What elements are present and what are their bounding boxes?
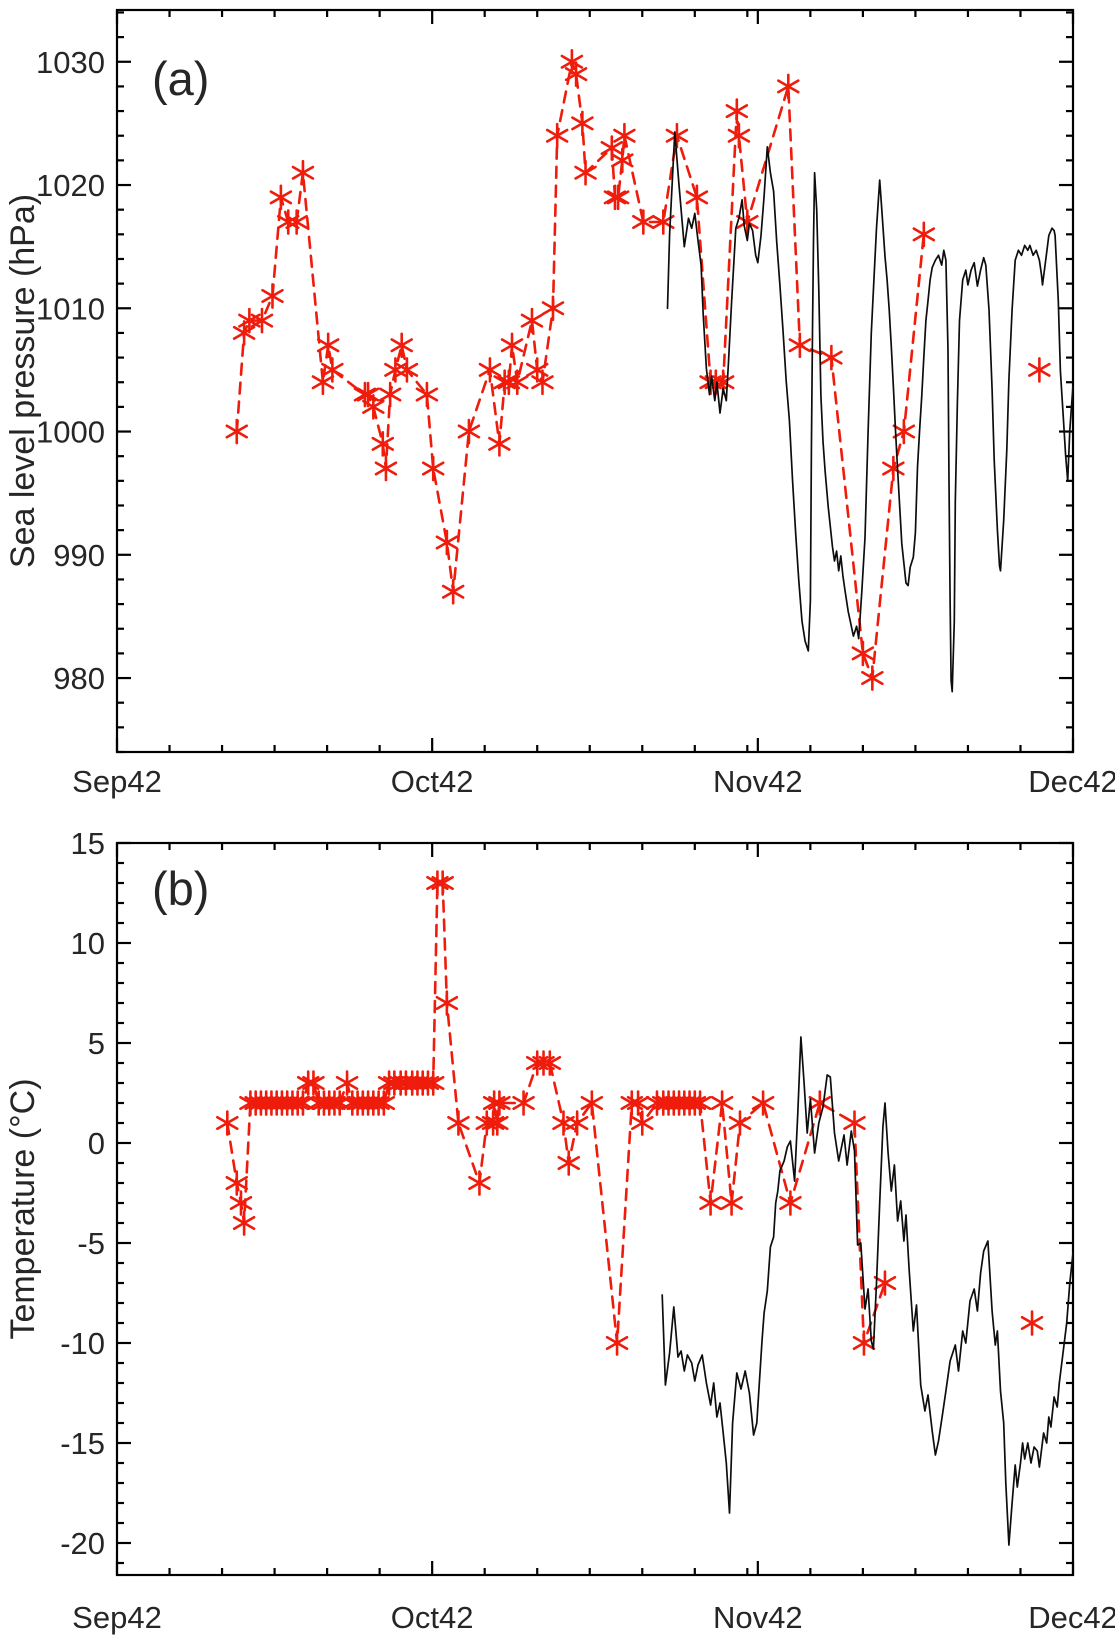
- observation-markers: [225, 48, 936, 691]
- panel-label: (b): [152, 862, 209, 915]
- x-tick-label: Oct42: [391, 764, 474, 799]
- y-tick-label: -10: [60, 1326, 105, 1361]
- y-tick-label: 10: [71, 926, 105, 961]
- y-axis-title: Sea level pressure (hPa): [4, 194, 42, 568]
- y-tick-label: -15: [60, 1426, 105, 1461]
- y-tick-label: 990: [53, 538, 105, 573]
- observation-line: [226, 881, 887, 1345]
- x-tick-label: Dec42: [1028, 764, 1115, 799]
- y-tick-label: 1030: [36, 45, 105, 80]
- x-tick-label: Nov42: [713, 764, 803, 799]
- y-axis-title: Temperature (°C): [4, 1078, 42, 1339]
- x-tick-label: Oct42: [391, 1600, 474, 1635]
- model-line: [661, 1036, 1074, 1546]
- panel-a: Sep42 Oct42 Nov42 Dec42 980 990 1000 1010 1020 10…: [4, 8, 1115, 799]
- observation-markers: [1020, 1310, 1044, 1336]
- axes-box-b: [115, 841, 1075, 1577]
- y-tick-label: 0: [88, 1126, 105, 1161]
- observation-markers: [216, 870, 897, 1356]
- observation-markers: [1028, 357, 1051, 383]
- x-tick-label: Nov42: [713, 1600, 803, 1635]
- panel-b: Sep42 Oct42 Nov42 Dec42 -20 -15 -10 -5 0 5 10 15 Tem…: [4, 826, 1115, 1635]
- y-tick-label: 15: [71, 826, 105, 861]
- y-tick-label: -20: [60, 1526, 105, 1561]
- x-tick-label: Sep42: [72, 1600, 162, 1635]
- model-line: [666, 131, 1074, 693]
- x-tick-label: Sep42: [72, 764, 162, 799]
- y-tick-label: 1000: [36, 415, 105, 450]
- panel-label: (a): [152, 52, 209, 105]
- axes-box-a: [115, 8, 1075, 754]
- y-tick-label: 980: [53, 661, 105, 696]
- y-tick-label: 5: [88, 1026, 105, 1061]
- x-tick-label: Dec42: [1028, 1600, 1115, 1635]
- y-tick-label: 1020: [36, 168, 105, 203]
- observation-line: [235, 60, 926, 680]
- y-tick-label: 1010: [36, 291, 105, 326]
- y-tick-label: -5: [77, 1226, 105, 1261]
